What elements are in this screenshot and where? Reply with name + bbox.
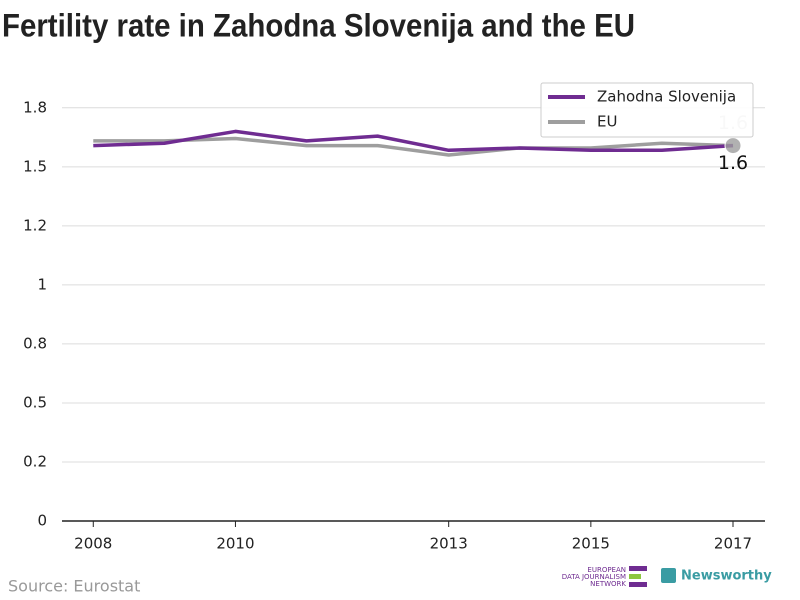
legend-box — [540, 82, 754, 138]
y-tick-label: 1 — [37, 275, 47, 293]
y-tick-label: 0.5 — [23, 393, 47, 411]
x-tick-label: 2008 — [74, 535, 112, 553]
value-label: 1.6 — [718, 152, 748, 174]
logo-text: EUROPEAN — [587, 566, 626, 574]
x-tick-label: 2017 — [714, 535, 752, 553]
y-tick-label: 1.2 — [23, 216, 47, 234]
logo-bar — [629, 566, 647, 571]
logo-text: NETWORK — [590, 580, 626, 588]
y-tick-label: 1.8 — [23, 98, 47, 116]
logo-edjn: EUROPEAN DATA JOURNALISM NETWORK — [562, 566, 647, 588]
end-marker — [724, 137, 742, 155]
series-line — [93, 136, 734, 157]
y-tick-label: 1.5 — [23, 157, 47, 175]
legend: Zahodna Slovenija EU — [540, 82, 754, 138]
logo-text: DATA JOURNALISM — [562, 573, 626, 581]
legend-label: Zahodna Slovenija — [597, 88, 736, 106]
logo-newsworthy: Newsworthy — [661, 568, 772, 584]
y-tick-label: 0.2 — [23, 452, 47, 470]
source: Source: Eurostat — [8, 577, 140, 596]
x-tick-label: 2013 — [430, 535, 468, 553]
y-tick-label: 0 — [37, 512, 47, 530]
logo-bar — [629, 582, 647, 587]
series-line — [93, 129, 734, 153]
x-tick-label: 2010 — [216, 535, 254, 553]
logo-bar — [629, 574, 641, 579]
logo-text: Newsworthy — [681, 569, 772, 584]
logo-icon — [661, 568, 676, 583]
x-tick-label: 2015 — [572, 535, 610, 553]
chart-title: Fertility rate in Zahodna Slovenija and … — [2, 7, 635, 43]
legend-label: EU — [597, 113, 617, 131]
y-tick-label: 0.8 — [23, 334, 47, 352]
